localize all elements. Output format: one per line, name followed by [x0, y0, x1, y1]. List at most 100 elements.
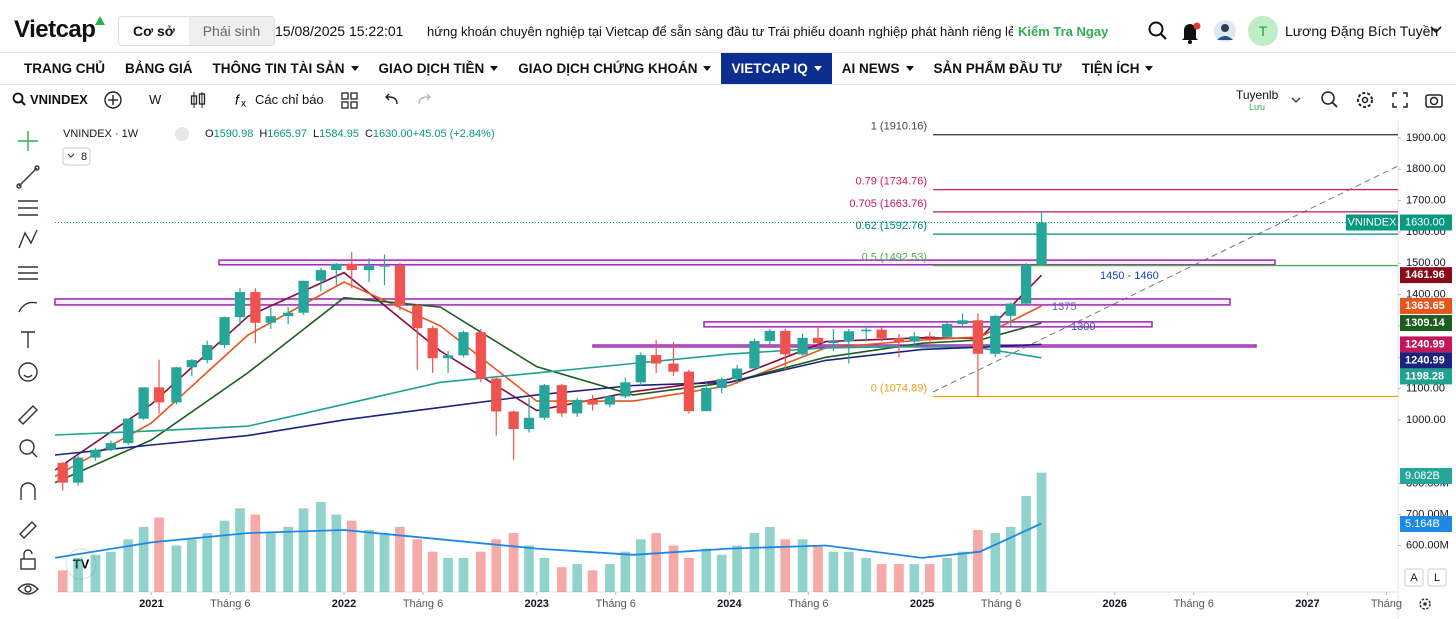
- candle-body: [668, 363, 679, 372]
- candle-body: [990, 315, 1001, 354]
- volume-bar: [171, 545, 182, 592]
- volume-bar: [90, 554, 101, 592]
- candle-body: [475, 332, 486, 379]
- annotation: 1375: [1052, 301, 1076, 313]
- volume-bar: [154, 517, 164, 592]
- volume-bar: [572, 564, 582, 592]
- y-tick-label: 1900.00: [1406, 132, 1446, 144]
- nav-item[interactable]: TIỆN ÍCH: [1072, 53, 1164, 84]
- user-name[interactable]: Lương Đặng Bích Tuyền: [1285, 23, 1439, 39]
- nav-caret: [813, 66, 822, 71]
- price-badge-label: 1461.96: [1405, 269, 1445, 281]
- nav-item[interactable]: AI NEWS: [832, 53, 924, 84]
- price-badge-label: 1309.14: [1405, 317, 1446, 329]
- candle-body: [941, 324, 953, 337]
- annotation: 1450 - 1460: [1100, 270, 1159, 282]
- nav-item[interactable]: GIAO DỊCH TIỀN: [369, 53, 509, 84]
- candle-body: [283, 312, 294, 317]
- header-icons[interactable]: [1147, 20, 1257, 44]
- volume-bar: [235, 508, 245, 592]
- avatar[interactable]: T: [1248, 16, 1278, 46]
- volume-bar: [476, 551, 486, 592]
- price-badge: [1400, 267, 1452, 284]
- market-tabs: Cơ sở Phái sinh: [118, 16, 276, 46]
- candle-body: [957, 320, 968, 325]
- volume-bar: [250, 514, 261, 592]
- study-toggle[interactable]: [62, 147, 91, 166]
- tab[interactable]: Phái sinh: [188, 17, 275, 45]
- candle-body: [331, 263, 342, 271]
- candle-body: [797, 337, 808, 355]
- ohlc-key: C: [365, 128, 373, 140]
- nav-label: THÔNG TIN TÀI SẢN: [212, 61, 345, 76]
- candle-body: [539, 385, 550, 418]
- ohlc-value: 1665.97: [267, 128, 307, 140]
- volume-bar: [331, 514, 342, 592]
- nav-item[interactable]: THÔNG TIN TÀI SẢN: [203, 53, 369, 84]
- symbol[interactable]: VNINDEX: [30, 92, 88, 107]
- candle-body: [491, 378, 502, 412]
- interval[interactable]: W: [149, 92, 162, 107]
- candle-body: [346, 263, 357, 271]
- gear-icon[interactable]: [1419, 598, 1431, 610]
- nav-item[interactable]: BẢNG GIÁ: [115, 53, 203, 84]
- scale-button[interactable]: [1427, 568, 1447, 587]
- ohlc-value: 1590.98: [214, 128, 254, 140]
- candle-body: [651, 355, 662, 364]
- candle-body: [812, 337, 824, 344]
- moving-average: [54, 345, 1042, 436]
- candle-body: [90, 449, 101, 458]
- nav-caret: [905, 66, 914, 71]
- nav-item[interactable]: SẢN PHẨM ĐẦU TƯ: [924, 53, 1072, 84]
- volume-bar: [443, 557, 453, 592]
- candle-body: [315, 270, 327, 281]
- drawing-toolbar[interactable]: [16, 131, 40, 595]
- volume-bar: [379, 533, 390, 592]
- nav-item[interactable]: VIETCAP IQ: [721, 53, 832, 84]
- ohlc-key: H: [259, 128, 267, 140]
- volume-bar: [990, 533, 1001, 592]
- volume-bar: [701, 548, 712, 592]
- candle-body: [508, 411, 519, 430]
- volume-bar: [684, 557, 694, 592]
- volume-bar: [749, 533, 760, 592]
- legend-menu[interactable]: [175, 127, 189, 141]
- candle-body: [861, 329, 872, 332]
- nav-label: SẢN PHẨM ĐẦU TƯ: [933, 61, 1062, 76]
- volume-bar: [316, 502, 326, 592]
- undo-redo[interactable]: [383, 92, 433, 108]
- toolbar-right-icons[interactable]: [1290, 90, 1450, 110]
- candle-body: [893, 338, 905, 342]
- user-caret[interactable]: [1430, 26, 1442, 34]
- divider: [0, 84, 1456, 85]
- chart: TV 1900.001800.001700.001600.001500.0014…: [0, 116, 1456, 619]
- layout-name[interactable]: Tuyenlb: [1236, 88, 1279, 102]
- zone: [703, 321, 1153, 328]
- fib-label: 0.62 (1592.76): [855, 220, 927, 232]
- compare-icon[interactable]: [103, 90, 123, 110]
- candle-body: [764, 330, 775, 341]
- logo[interactable]: Vietcap: [14, 16, 96, 43]
- scale-button[interactable]: [1404, 568, 1424, 587]
- x-tick-label: 2025: [910, 598, 934, 610]
- chart-bg: [0, 116, 1456, 619]
- last-price-badge: [1400, 214, 1452, 231]
- indicators[interactable]: Các chỉ báo: [255, 92, 324, 107]
- candle-body: [234, 292, 246, 318]
- datetime: 15/08/2025 15:22:01: [275, 23, 404, 39]
- volume-bar: [298, 508, 309, 592]
- candle-body: [749, 340, 760, 369]
- search-icon[interactable]: [12, 92, 28, 108]
- main-nav: TRANG CHỦ BẢNG GIÁ THÔNG TIN TÀI SẢN GIAO D…: [14, 53, 1163, 84]
- volume-bar: [651, 533, 661, 592]
- cta-link[interactable]: Kiểm Tra Ngay: [1018, 24, 1109, 39]
- nav-item[interactable]: TRANG CHỦ: [14, 53, 115, 84]
- candle-body: [138, 387, 149, 419]
- nav-item[interactable]: GIAO DỊCH CHỨNG KHOÁN: [508, 53, 721, 84]
- volume-bar: [458, 557, 469, 592]
- volume-bar: [1036, 472, 1047, 592]
- candle-body: [298, 280, 309, 313]
- tab[interactable]: Cơ sở: [133, 23, 175, 39]
